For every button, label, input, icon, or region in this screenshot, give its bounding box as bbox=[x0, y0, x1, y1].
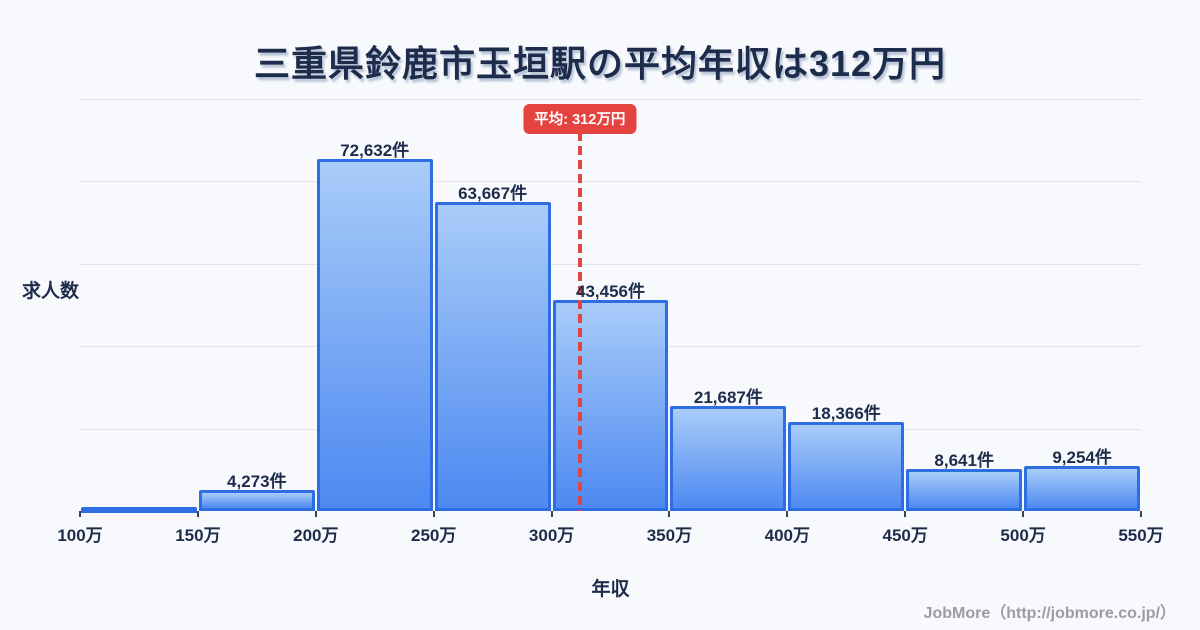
footer-credit: JobMore（http://jobmore.co.jp/） bbox=[923, 605, 1176, 622]
x-tick-mark bbox=[1022, 511, 1025, 517]
x-tick-label: 200万 bbox=[293, 526, 339, 545]
x-axis-label: 年収 bbox=[591, 579, 630, 600]
bar-350万-400万 bbox=[670, 406, 787, 511]
x-tick-mark bbox=[196, 511, 199, 517]
bar-value-label: 63,667件 bbox=[458, 184, 528, 203]
gridline bbox=[80, 263, 1141, 265]
gridline bbox=[80, 181, 1141, 183]
bar-value-label: 21,687件 bbox=[693, 388, 763, 407]
x-tick-label: 300万 bbox=[528, 526, 575, 545]
gridline bbox=[80, 99, 1141, 100]
bar-value-label: 8,641件 bbox=[934, 451, 994, 470]
average-badge: 平均: 312万円 bbox=[523, 104, 637, 134]
x-tick-mark bbox=[432, 511, 435, 517]
x-tick-label: 550万 bbox=[1118, 526, 1164, 545]
bar-value-label: 4,273件 bbox=[227, 472, 287, 491]
bar-100万-150万 bbox=[81, 507, 197, 513]
chart-title: 三重県鈴鹿市玉垣駅の平均年収は312万円 bbox=[253, 43, 947, 84]
x-tick-mark bbox=[668, 511, 671, 517]
x-tick-mark bbox=[904, 511, 907, 517]
x-tick-label: 500万 bbox=[1000, 526, 1046, 545]
average-dashed-line bbox=[577, 132, 582, 511]
bar-450万-500万 bbox=[906, 469, 1023, 511]
bar-400万-450万 bbox=[788, 422, 905, 511]
bar-200万-250万 bbox=[316, 159, 433, 511]
x-tick-label: 450万 bbox=[882, 526, 928, 545]
bar-value-label: 43,456件 bbox=[576, 282, 645, 301]
x-tick-label: 350万 bbox=[646, 526, 693, 545]
x-tick-mark bbox=[1140, 511, 1142, 517]
bar-500万-550万 bbox=[1024, 466, 1140, 511]
x-tick-mark bbox=[314, 511, 317, 517]
bar-250万-300万 bbox=[434, 202, 551, 511]
x-tick-label: 150万 bbox=[175, 526, 221, 545]
x-tick-mark bbox=[786, 511, 789, 517]
bar-value-label: 18,366件 bbox=[811, 404, 881, 423]
bar-150万-200万 bbox=[198, 490, 315, 511]
y-axis-label: 求人数 bbox=[22, 281, 80, 302]
x-tick-mark bbox=[79, 511, 81, 517]
bar-300万-350万 bbox=[552, 300, 669, 511]
x-tick-mark bbox=[550, 511, 553, 517]
x-tick-label: 400万 bbox=[764, 526, 810, 545]
x-tick-label: 100万 bbox=[57, 526, 103, 545]
bar-value-label: 9,254件 bbox=[1052, 448, 1112, 467]
bar-value-label: 72,632件 bbox=[340, 141, 410, 160]
x-tick-label: 250万 bbox=[411, 526, 457, 545]
